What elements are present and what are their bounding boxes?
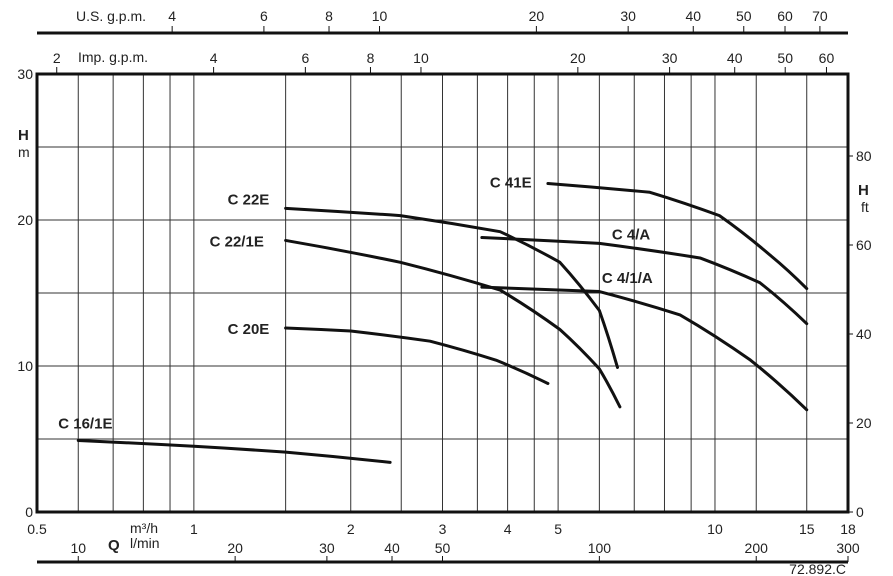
y2-axis-label: H	[858, 182, 869, 199]
x-tick-label: 3	[439, 521, 447, 537]
us-gpm-tick-label: 10	[372, 8, 388, 24]
imp-gpm-tick-label: 60	[819, 50, 835, 66]
us-gpm-label: U.S. g.p.m.	[76, 8, 146, 24]
us-gpm-tick-label: 70	[812, 8, 828, 24]
y2-axis-unit: ft	[861, 199, 869, 215]
x-tick-label: 18	[840, 521, 856, 537]
y2-tick-label: 60	[856, 237, 872, 253]
lmin-tick-label: 300	[836, 540, 860, 556]
imp-gpm-tick-label: 20	[570, 50, 586, 66]
y2-tick-label: 0	[856, 504, 864, 520]
x-axis-unit-m3h: m³/h	[130, 520, 158, 536]
curve-label: C 22E	[228, 191, 270, 208]
us-gpm-tick-label: 8	[325, 8, 333, 24]
curve-label: C 4/1/A	[602, 270, 653, 287]
y-axis-label: H	[18, 127, 29, 144]
y2-tick-label: 40	[856, 326, 872, 342]
curve-c-22-1e	[284, 238, 622, 409]
curve-c-4-1-a	[480, 285, 809, 412]
y-tick-label: 10	[17, 358, 33, 374]
curve-label: C 4/A	[612, 227, 651, 244]
y-tick-label: 20	[17, 212, 33, 228]
y2-tick-label: 20	[856, 415, 872, 431]
imp-gpm-label: Imp. g.p.m.	[78, 49, 148, 65]
us-gpm-tick-label: 60	[777, 8, 793, 24]
imp-gpm-tick-label: 2	[53, 50, 61, 66]
us-gpm-tick-label: 50	[736, 8, 752, 24]
imp-gpm-tick-label: 30	[662, 50, 678, 66]
curve-c-16-1e	[76, 438, 392, 464]
us-gpm-tick-label: 30	[620, 8, 636, 24]
lmin-tick-label: 100	[588, 540, 612, 556]
lmin-tick-label: 10	[70, 540, 86, 556]
lmin-tick-label: 200	[745, 540, 769, 556]
curve-c-22e	[284, 206, 619, 369]
chart-code: 72.892.C	[789, 561, 846, 576]
lmin-tick-label: 20	[227, 540, 243, 556]
curve-label: C 20E	[228, 321, 270, 338]
curve-label: C 16/1E	[58, 415, 112, 432]
us-gpm-tick-label: 40	[685, 8, 701, 24]
imp-gpm-tick-label: 4	[210, 50, 218, 66]
curve-c-20e	[284, 326, 550, 386]
imp-gpm-tick-label: 10	[413, 50, 429, 66]
x-axis-unit-lmin: l/min	[130, 535, 160, 551]
lmin-tick-label: 30	[319, 540, 335, 556]
us-gpm-tick-label: 20	[529, 8, 545, 24]
imp-gpm-tick-label: 8	[367, 50, 375, 66]
imp-gpm-tick-label: 6	[301, 50, 309, 66]
y2-tick-label: 80	[856, 148, 872, 164]
plot-frame	[35, 72, 850, 514]
x-tick-label: 2	[347, 521, 355, 537]
x-tick-label: 15	[799, 521, 815, 537]
x-tick-label: 5	[554, 521, 562, 537]
x-tick-label: 0.5	[27, 521, 47, 537]
imp-gpm-tick-label: 40	[727, 50, 743, 66]
curve-c-4-a	[480, 236, 809, 326]
curve-label: C 22/1E	[210, 233, 264, 250]
imp-gpm-tick-label: 50	[777, 50, 793, 66]
curve-label: C 41E	[490, 175, 532, 192]
y-tick-label: 0	[25, 504, 33, 520]
x-tick-label: 1	[190, 521, 198, 537]
curve-c-41e	[546, 182, 809, 291]
us-gpm-tick-label: 4	[168, 8, 176, 24]
lmin-tick-label: 50	[435, 540, 451, 556]
us-gpm-tick-label: 6	[260, 8, 268, 24]
x-tick-label: 4	[504, 521, 512, 537]
y-axis-unit: m	[18, 144, 30, 160]
x-axis-symbol: Q	[108, 537, 120, 554]
lmin-tick-label: 40	[384, 540, 400, 556]
y-tick-label: 30	[17, 66, 33, 82]
x-tick-label: 10	[707, 521, 723, 537]
